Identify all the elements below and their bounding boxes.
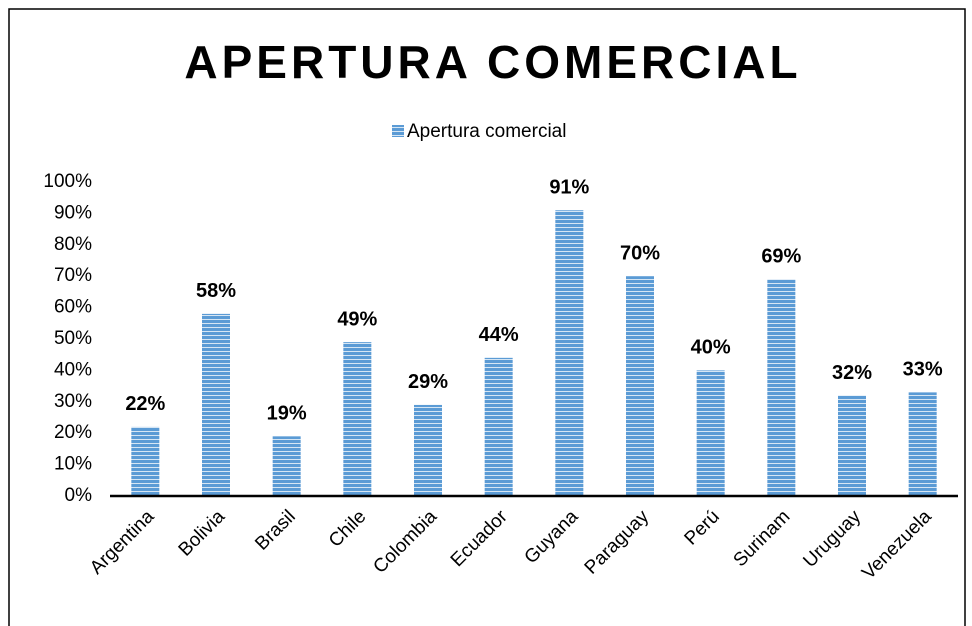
bar bbox=[696, 370, 725, 496]
bar bbox=[838, 395, 866, 496]
value-label: 19% bbox=[267, 403, 307, 425]
x-tick-label: Venezuela bbox=[858, 506, 936, 584]
x-tick-label: Surinam bbox=[730, 506, 795, 571]
bar bbox=[908, 392, 937, 496]
y-tick-label: 10% bbox=[54, 454, 92, 475]
bar bbox=[131, 426, 160, 496]
y-tick-label: 90% bbox=[54, 202, 92, 223]
y-tick-label: 70% bbox=[54, 265, 92, 286]
y-tick-label: 50% bbox=[54, 328, 92, 349]
x-tick-label: Uruguay bbox=[799, 506, 865, 572]
value-label: 69% bbox=[761, 246, 801, 268]
x-tick-label: Colombia bbox=[369, 506, 441, 578]
y-tick-label: 20% bbox=[54, 422, 92, 443]
chart-border bbox=[8, 8, 966, 626]
x-tick-label: Brasil bbox=[251, 506, 299, 554]
y-tick-label: 40% bbox=[54, 359, 92, 380]
y-tick-label: 80% bbox=[54, 234, 92, 255]
x-tick-label: Perú bbox=[681, 506, 724, 549]
x-tick-label: Argentina bbox=[86, 506, 159, 579]
x-tick-label: Ecuador bbox=[447, 506, 512, 571]
x-tick-label: Chile bbox=[325, 506, 370, 551]
value-label: 91% bbox=[549, 177, 589, 199]
bar bbox=[555, 210, 584, 496]
value-label: 32% bbox=[832, 362, 872, 384]
value-label: 70% bbox=[620, 242, 660, 264]
value-label: 49% bbox=[337, 308, 377, 330]
y-tick-label: 60% bbox=[54, 297, 92, 318]
value-label: 40% bbox=[691, 337, 731, 359]
bar bbox=[767, 279, 796, 496]
y-tick-label: 100% bbox=[43, 171, 92, 192]
value-label: 44% bbox=[479, 324, 519, 346]
value-label: 33% bbox=[903, 359, 943, 381]
bar bbox=[626, 276, 654, 496]
bar bbox=[484, 357, 513, 496]
x-tick-label: Bolivia bbox=[175, 506, 230, 561]
y-tick-label: 30% bbox=[54, 391, 92, 412]
value-label: 22% bbox=[125, 393, 165, 415]
bar bbox=[414, 404, 442, 496]
chart-title: APERTURA COMERCIAL bbox=[184, 36, 801, 88]
x-tick-label: Paraguay bbox=[581, 506, 654, 579]
bar bbox=[343, 342, 372, 496]
value-label: 29% bbox=[408, 371, 448, 393]
value-label: 58% bbox=[196, 280, 236, 302]
legend-swatch bbox=[392, 125, 404, 137]
legend-label: Apertura comercial bbox=[407, 121, 566, 142]
bar bbox=[202, 313, 230, 496]
y-tick-label: 0% bbox=[65, 485, 93, 506]
bar bbox=[272, 436, 301, 496]
x-tick-label: Guyana bbox=[521, 506, 583, 568]
